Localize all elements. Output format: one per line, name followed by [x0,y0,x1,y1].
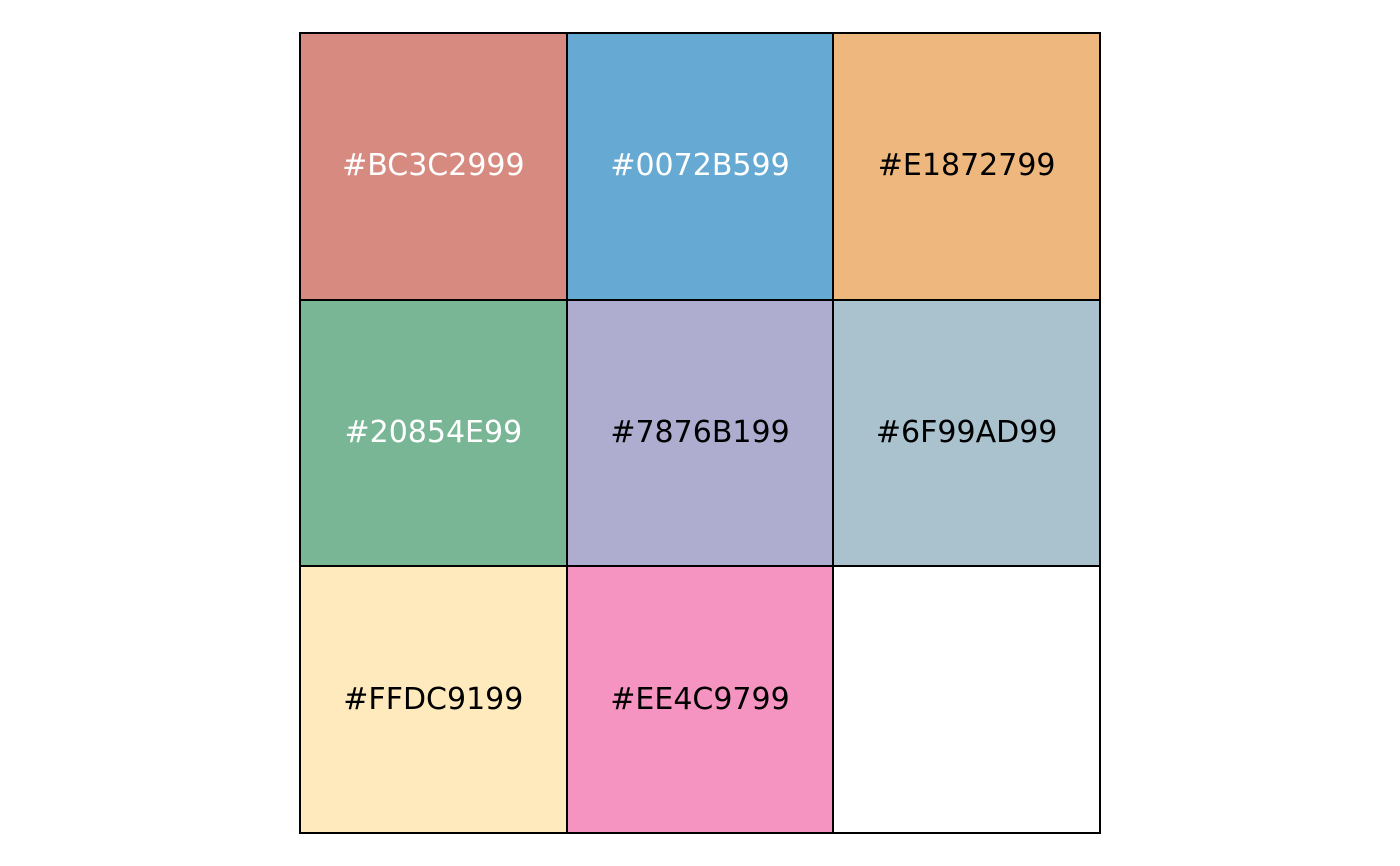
color-swatch: #0072B599 [567,34,835,301]
color-swatch: #BC3C2999 [301,34,568,301]
swatch-label: #20854E99 [344,414,523,450]
swatch-label: #EE4C9799 [610,681,790,717]
swatch-label: #E1872799 [877,148,1056,184]
swatch-label: #6F99AD99 [875,414,1058,450]
empty-swatch [834,567,1101,834]
color-swatch: #20854E99 [301,300,568,568]
color-swatch: #FFDC9199 [301,567,568,834]
swatch-label: #BC3C2999 [342,148,525,184]
swatch-label: #7876B199 [610,414,790,450]
color-palette-grid: #BC3C2999 #0072B599 #E1872799 #20854E99 … [299,32,1101,834]
color-swatch: #E1872799 [834,34,1101,301]
color-swatch: #6F99AD99 [834,300,1101,568]
swatch-label: #0072B599 [610,148,790,184]
color-swatch: #7876B199 [567,300,835,568]
color-swatch: #EE4C9799 [567,567,835,834]
swatch-label: #FFDC9199 [343,681,524,717]
